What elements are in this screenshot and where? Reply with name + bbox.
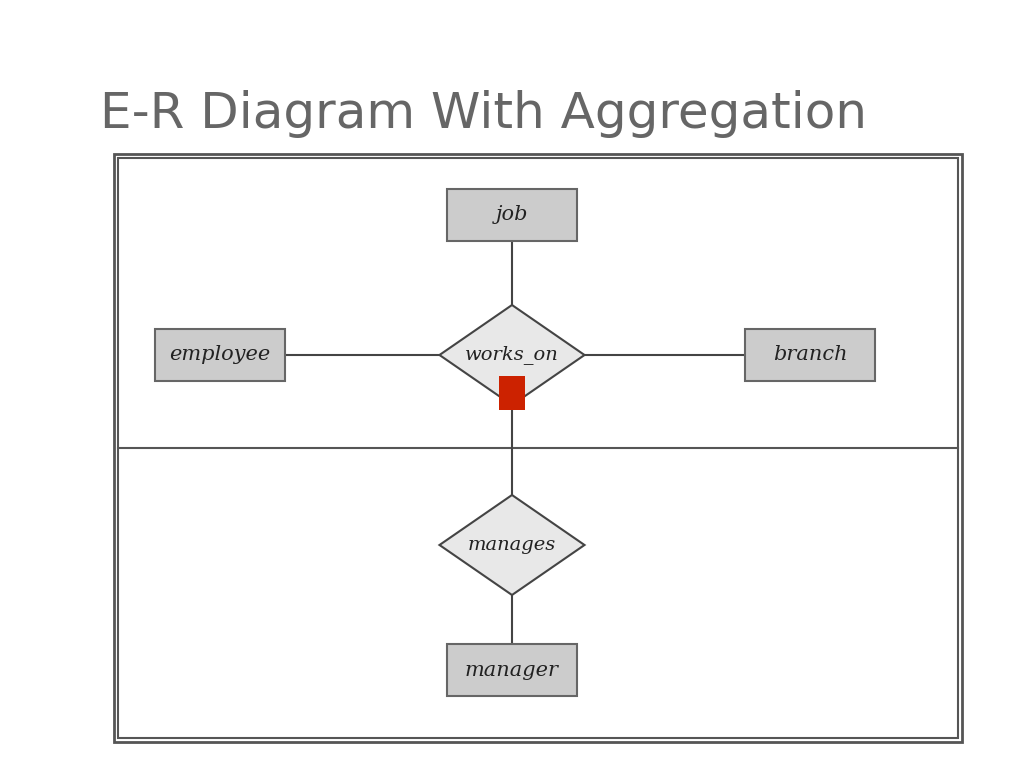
Text: manages: manages xyxy=(468,536,556,554)
Bar xyxy=(447,644,577,696)
Text: employee: employee xyxy=(169,346,270,365)
Bar xyxy=(447,189,577,241)
Bar xyxy=(499,376,525,410)
Text: manager: manager xyxy=(465,660,559,680)
Bar xyxy=(155,329,285,381)
Text: E-R Diagram With Aggregation: E-R Diagram With Aggregation xyxy=(100,90,867,138)
Text: works_on: works_on xyxy=(465,346,559,365)
Bar xyxy=(745,329,874,381)
Polygon shape xyxy=(439,495,585,595)
Text: job: job xyxy=(496,206,528,224)
Text: branch: branch xyxy=(773,346,847,365)
Bar xyxy=(118,158,958,738)
Polygon shape xyxy=(439,305,585,405)
Bar xyxy=(114,154,962,742)
